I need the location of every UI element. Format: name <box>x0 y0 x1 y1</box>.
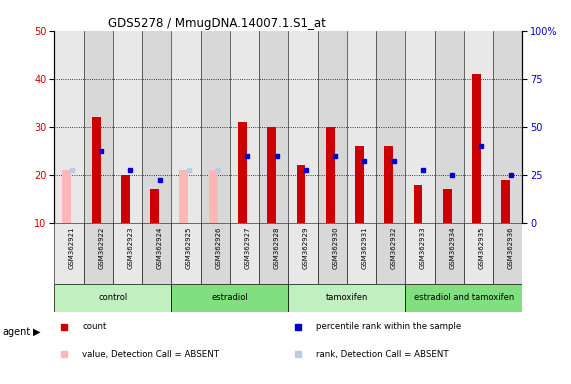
Bar <box>347 31 376 223</box>
Bar <box>171 284 288 312</box>
Bar <box>413 185 423 223</box>
Bar <box>384 146 393 223</box>
Text: value, Detection Call = ABSENT: value, Detection Call = ABSENT <box>82 350 219 359</box>
Bar <box>435 223 464 284</box>
Bar <box>443 189 452 223</box>
Text: GSM362934: GSM362934 <box>449 226 455 269</box>
Text: GSM362935: GSM362935 <box>478 226 485 269</box>
Bar <box>142 31 171 223</box>
Bar <box>150 189 159 223</box>
Text: rank, Detection Call = ABSENT: rank, Detection Call = ABSENT <box>316 350 449 359</box>
Bar <box>83 223 112 284</box>
Bar <box>405 31 435 223</box>
Bar <box>464 31 493 223</box>
Bar <box>54 223 83 284</box>
Text: GSM362923: GSM362923 <box>127 226 134 269</box>
Text: GSM362928: GSM362928 <box>274 226 280 269</box>
Bar <box>288 223 317 284</box>
Text: GSM362927: GSM362927 <box>244 226 251 269</box>
Bar <box>267 127 276 223</box>
Bar <box>62 170 71 223</box>
Bar <box>230 31 259 223</box>
Bar <box>326 127 335 223</box>
Bar <box>121 175 130 223</box>
Text: GSM362924: GSM362924 <box>156 226 163 268</box>
Text: tamoxifen: tamoxifen <box>325 293 368 302</box>
Bar <box>405 284 522 312</box>
Bar <box>54 31 83 223</box>
Bar <box>296 166 305 223</box>
Text: GSM362929: GSM362929 <box>303 226 309 269</box>
Bar <box>376 31 405 223</box>
Bar <box>288 284 405 312</box>
Text: GSM362921: GSM362921 <box>69 226 75 269</box>
Bar <box>376 223 405 284</box>
Bar <box>405 223 435 284</box>
Bar <box>54 284 171 312</box>
Bar <box>288 31 317 223</box>
Bar <box>92 117 100 223</box>
Bar <box>171 223 200 284</box>
Bar <box>230 223 259 284</box>
Text: agent: agent <box>3 327 31 337</box>
Text: GSM362925: GSM362925 <box>186 226 192 268</box>
Text: GSM362931: GSM362931 <box>361 226 368 269</box>
Bar <box>179 170 188 223</box>
Bar <box>238 122 247 223</box>
Text: GSM362926: GSM362926 <box>215 226 221 269</box>
Text: estradiol and tamoxifen: estradiol and tamoxifen <box>414 293 514 302</box>
Bar <box>501 180 510 223</box>
Bar <box>259 31 288 223</box>
Text: GSM362933: GSM362933 <box>420 226 426 269</box>
Bar <box>347 223 376 284</box>
Text: percentile rank within the sample: percentile rank within the sample <box>316 323 462 331</box>
Text: count: count <box>82 323 107 331</box>
Text: estradiol: estradiol <box>211 293 248 302</box>
Bar <box>83 31 112 223</box>
Bar <box>113 31 142 223</box>
Bar <box>200 223 230 284</box>
Text: ▶: ▶ <box>33 327 41 337</box>
Bar <box>435 31 464 223</box>
Text: control: control <box>98 293 127 302</box>
Bar <box>472 74 481 223</box>
Bar <box>142 223 171 284</box>
Bar <box>200 31 230 223</box>
Bar <box>464 223 493 284</box>
Bar <box>259 223 288 284</box>
Bar <box>209 170 218 223</box>
Text: GDS5278 / MmugDNA.14007.1.S1_at: GDS5278 / MmugDNA.14007.1.S1_at <box>108 17 326 30</box>
Bar <box>171 31 200 223</box>
Text: GSM362936: GSM362936 <box>508 226 514 269</box>
Text: GSM362932: GSM362932 <box>391 226 397 269</box>
Bar <box>317 31 347 223</box>
Text: GSM362922: GSM362922 <box>98 226 104 268</box>
Bar <box>317 223 347 284</box>
Text: GSM362930: GSM362930 <box>332 226 338 269</box>
Bar <box>113 223 142 284</box>
Bar <box>355 146 364 223</box>
Bar <box>493 223 522 284</box>
Bar <box>493 31 522 223</box>
